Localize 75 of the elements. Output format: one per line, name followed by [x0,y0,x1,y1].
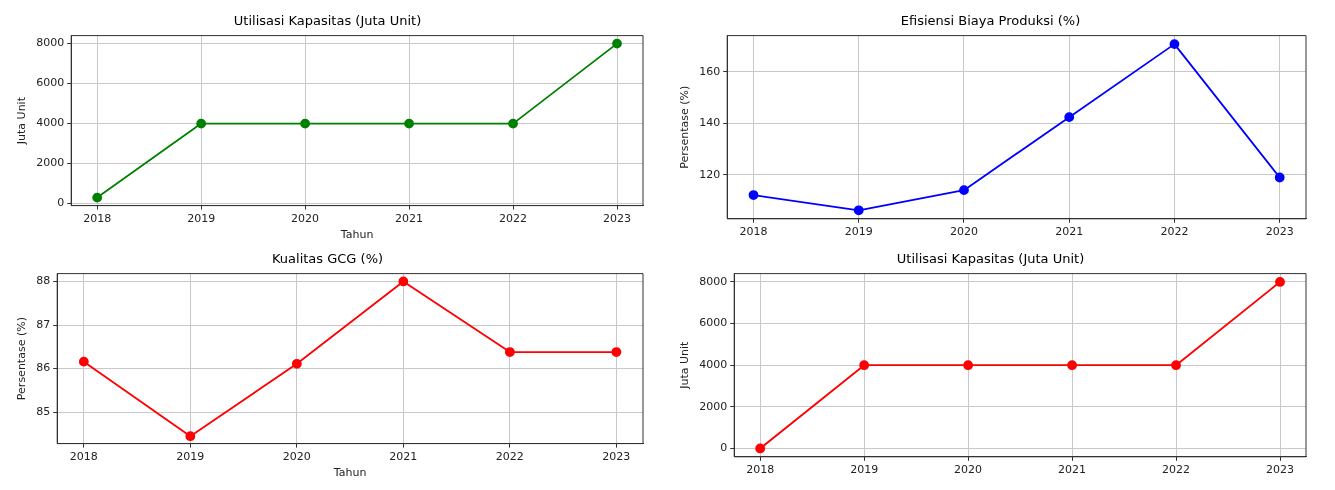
x-tick-label: 2019 [187,212,216,226]
x-axis-title: Tahun [332,466,367,480]
x-tick-label: 2021 [395,212,424,226]
y-tick-label: 4000 [699,358,728,372]
x-tick-label: 2018 [83,212,112,226]
point [755,443,766,454]
point [1171,360,1181,371]
point [1067,360,1077,371]
y-axis-title: Persentase (%) [678,85,692,169]
point [508,118,518,129]
x-tick-label: 2022 [495,450,524,464]
point [291,358,302,369]
chart-title: Utilisasi Kapasitas (Juta Unit) [896,251,1085,267]
y-tick-label: 4000 [36,116,65,130]
point [748,190,759,200]
x-tick-label: 2021 [389,450,418,464]
point [1169,39,1180,50]
y-axis-title: Persentase (%) [15,317,29,401]
point [1275,277,1285,287]
point [196,118,207,129]
point [1274,172,1285,183]
x-tick-label: 2019 [850,463,879,477]
point [185,431,196,442]
x-tick-label: 2018 [746,463,775,477]
point [612,38,622,49]
chart-title: Efisiensi Biaya Produksi (%) [900,13,1081,29]
point [859,360,870,371]
y-tick-label: 160 [699,64,721,78]
x-tick-label: 2023 [602,450,631,464]
y-tick-label: 0 [57,196,65,210]
y-tick-label: 8000 [699,274,728,288]
point [504,347,515,357]
chart-title: Utilisasi Kapasitas (Juta Unit) [233,13,422,29]
x-axis-title: Tahun [339,228,374,242]
y-tick-label: 8000 [36,36,65,50]
x-tick-label: 2023 [603,212,632,226]
x-tick-label: 2021 [1058,463,1087,477]
x-tick-label: 2020 [949,225,978,239]
y-tick-label: 87 [36,317,51,331]
x-tick-label: 2019 [176,450,205,464]
y-tick-label: 2000 [36,156,65,170]
y-axis-title: Juta Unit [678,340,692,390]
x-tick-label: 2022 [499,212,528,226]
x-tick-label: 2023 [1266,463,1295,477]
point [78,356,89,367]
point [959,185,969,196]
x-tick-label: 2022 [1160,225,1189,239]
y-tick-label: 85 [36,405,51,419]
point [611,347,622,357]
x-tick-label: 2020 [954,463,983,477]
point [963,360,974,371]
point [1064,112,1075,123]
y-tick-label: 86 [36,361,51,375]
point [404,118,414,129]
x-tick-label: 2020 [282,450,311,464]
x-tick-label: 2020 [291,212,320,226]
y-tick-label: 6000 [36,76,65,90]
x-tick-label: 2018 [69,450,98,464]
y-axis-title: Juta Unit [15,96,29,146]
point [300,118,311,129]
y-tick-label: 0 [720,441,728,455]
chart-title: Kualitas GCG (%) [271,251,384,267]
x-tick-label: 2019 [844,225,873,239]
y-tick-label: 140 [699,116,721,130]
y-tick-label: 6000 [699,316,728,330]
y-tick-label: 2000 [699,399,728,413]
x-tick-label: 2018 [739,225,768,239]
y-tick-label: 88 [36,274,51,288]
point [92,192,103,203]
point [853,205,864,216]
x-tick-label: 2022 [1162,463,1191,477]
x-tick-label: 2023 [1265,225,1294,239]
point [398,276,409,287]
x-tick-label: 2021 [1055,225,1084,239]
y-tick-label: 120 [699,167,721,181]
